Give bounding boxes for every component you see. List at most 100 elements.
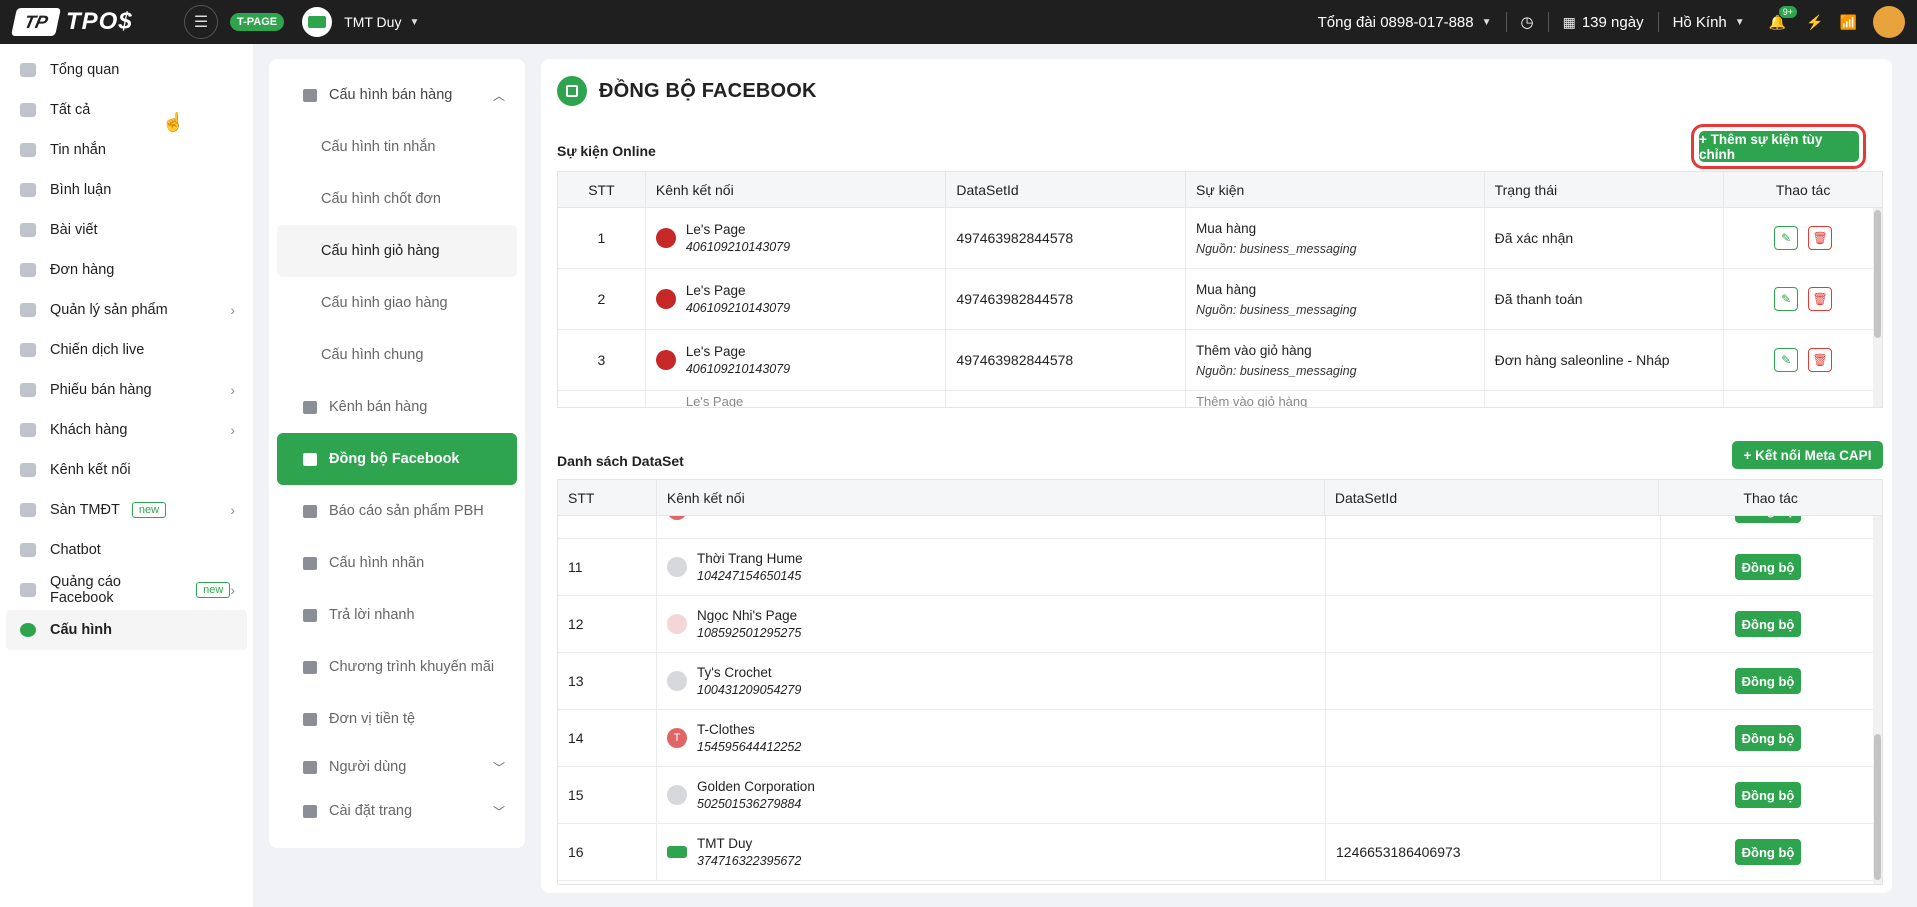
subnav-item-sales-channels[interactable]: Kênh bán hàng <box>277 381 517 433</box>
cell-actions: Đồng bộ <box>1661 710 1875 766</box>
sidebar-item-sales-slips[interactable]: Phiếu bán hàng › <box>6 370 247 410</box>
tpage-badge[interactable]: T-PAGE <box>230 13 285 31</box>
page-avatar[interactable] <box>302 7 333 37</box>
channel-name: Le's Page <box>685 283 746 298</box>
sidebar-item-chatbot[interactable]: Chatbot <box>6 530 247 570</box>
page-avatar <box>667 516 687 520</box>
sync-button[interactable]: Đồng bộ <box>1735 839 1801 865</box>
sync-button[interactable]: Đồng bộ <box>1735 668 1801 694</box>
cell-status <box>1485 391 1725 407</box>
subnav-item-general-config[interactable]: Cấu hình chung <box>277 329 517 381</box>
sync-button[interactable]: Đồng bộ <box>1735 725 1801 751</box>
sidebar-item-comments[interactable]: Bình luận <box>6 170 247 210</box>
trash-icon[interactable]: 🗑 <box>1808 226 1833 250</box>
trash-icon[interactable]: 🗑 <box>1808 287 1833 311</box>
sidebar-item-orders[interactable]: Đơn hàng <box>6 250 247 290</box>
cell-channel: Golden Corporation 502501536279884 <box>657 767 1326 823</box>
channel-name: Le's Page <box>685 344 746 359</box>
sidebar-item-ecommerce[interactable]: Sàn TMĐT new › <box>6 490 247 530</box>
subnav-item-promotions[interactable]: Chương trình khuyến mãi <box>277 641 517 693</box>
dataset-table: STT Kênh kết nối DataSetId Thao tác 10 2… <box>557 479 1883 885</box>
cell-stt: 14 <box>558 710 657 766</box>
sync-button[interactable]: Đồng bộ <box>1735 782 1801 808</box>
dataset-rows: 10 2100013776709344 Đồng bộ 11 Thời Tran… <box>558 516 1875 881</box>
sidebar-item-products[interactable]: Quản lý sản phẩm › <box>6 290 247 330</box>
channel-id: 154595644412252 <box>697 740 802 754</box>
subnav-label: Trả lời nhanh <box>329 607 415 623</box>
chevron-down-icon[interactable]: ▼ <box>409 16 420 28</box>
subnav-item-cart-config[interactable]: Cấu hình giỏ hàng <box>277 225 517 277</box>
cell-dataset <box>1326 516 1661 538</box>
sidebar-item-live-campaign[interactable]: Chiến dịch live <box>6 330 247 370</box>
lightning-icon[interactable]: ⚡ <box>1806 13 1824 30</box>
sidebar-item-overview[interactable]: Tổng quan <box>6 50 247 90</box>
logo[interactable]: TP TPO$ <box>11 8 164 36</box>
edit-icon[interactable]: ✎ <box>1774 226 1799 250</box>
subnav-item-order-close-config[interactable]: Cấu hình chốt đơn <box>277 173 517 225</box>
events-scrollbar[interactable] <box>1873 208 1882 407</box>
clock-icon: ◷ <box>1520 14 1534 31</box>
hotline[interactable]: Tổng đài 0898-017-888 ▼ <box>1304 12 1507 32</box>
sync-button[interactable]: Đồng bộ <box>1735 611 1801 637</box>
page-avatar: T <box>667 728 687 748</box>
cell-dataset <box>1326 767 1661 823</box>
menu-toggle-button[interactable]: ☰ <box>184 5 218 39</box>
connect-meta-capi-button[interactable]: + Kết nối Meta CAPI <box>1732 441 1883 469</box>
page-selector[interactable]: TMT Duy <box>344 14 402 30</box>
subnav-group-page-settings[interactable]: Cài đặt trang ﹀ <box>277 789 517 833</box>
sync-button[interactable]: Đồng bộ <box>1735 554 1801 580</box>
subnav-item-product-report[interactable]: Báo cáo sản phẩm PBH <box>277 485 517 537</box>
subnav-group-users[interactable]: Người dùng ﹀ <box>277 745 517 789</box>
calendar-icon: ▦ <box>1562 13 1576 30</box>
sidebar-item-channels[interactable]: Kênh kết nối <box>6 450 247 490</box>
days-left-text: 139 ngày <box>1581 13 1644 31</box>
subnav-label: Đơn vị tiền tệ <box>329 711 416 727</box>
add-custom-event-button[interactable]: + Thêm sự kiện tùy chỉnh <box>1699 131 1859 162</box>
cell-dataset: 497463982844578 <box>946 208 1187 268</box>
col-actions: Thao tác <box>1775 181 1831 198</box>
subnav-label: Kênh bán hàng <box>329 399 428 415</box>
user-menu[interactable]: Hồ Kính ▼ <box>1659 12 1759 32</box>
subnav-item-message-config[interactable]: Cấu hình tin nhắn <box>277 121 517 173</box>
channel-name: Ty's Crochet <box>697 665 772 680</box>
chart-icon <box>303 504 317 518</box>
channel-id: 406109210143079 <box>685 240 791 254</box>
avatar[interactable] <box>1873 6 1905 38</box>
sidebar-item-customers[interactable]: Khách hàng › <box>6 410 247 450</box>
events-table: STT Kênh kết nối DataSetId Sự kiện Trạng… <box>557 171 1883 408</box>
sidebar-item-settings[interactable]: Cấu hình <box>6 610 247 650</box>
subnav-label: Chương trình khuyến mãi <box>329 659 495 675</box>
subnav-group-sales[interactable]: Cấu hình bán hàng ︿ <box>277 69 517 121</box>
sync-button[interactable]: Đồng bộ <box>1735 516 1801 523</box>
notification-button[interactable]: 🔔 9+ <box>1759 5 1797 31</box>
subnav-item-quick-reply[interactable]: Trả lời nhanh <box>277 589 517 641</box>
sidebar-item-facebook-ads[interactable]: Quảng cáo Facebook new › <box>6 570 247 610</box>
scroll-thumb[interactable] <box>1874 734 1881 880</box>
cell-event: Mua hàng Nguồn: business_messaging <box>1186 269 1485 329</box>
sidebar-item-posts[interactable]: Bài viết <box>6 210 247 250</box>
col-channel: Kênh kết nối <box>646 172 947 208</box>
dataset-scrollbar[interactable] <box>1873 516 1882 884</box>
home-icon <box>20 63 36 77</box>
history-button[interactable]: ◷ <box>1507 12 1549 32</box>
scroll-thumb[interactable] <box>1874 210 1881 338</box>
sidebar-item-all[interactable]: Tất cả <box>6 90 247 130</box>
event-name: Mua hàng <box>1196 281 1257 297</box>
logo-mark: TP <box>11 8 61 36</box>
edit-icon[interactable]: ✎ <box>1774 287 1799 311</box>
highlight-annotation <box>1691 124 1866 169</box>
channel-id: 502501536279884 <box>697 797 802 811</box>
page-avatar <box>655 289 676 309</box>
subnav-item-delivery-config[interactable]: Cấu hình giao hàng <box>277 277 517 329</box>
chat-icon <box>303 608 317 622</box>
table-row: 3 Le's Page 406109210143079 4974639828445… <box>558 330 1882 391</box>
sidebar-item-messages[interactable]: Tin nhắn <box>6 130 247 170</box>
subnav-item-currency[interactable]: Đơn vị tiền tệ <box>277 693 517 745</box>
edit-icon[interactable]: ✎ <box>1774 348 1799 372</box>
meta-icon <box>20 583 36 597</box>
trash-icon[interactable]: 🗑 <box>1808 348 1833 372</box>
cell-stt: 12 <box>558 596 657 652</box>
subnav-item-facebook-sync[interactable]: Đồng bộ Facebook <box>277 433 517 485</box>
days-left[interactable]: ▦ 139 ngày <box>1549 12 1659 32</box>
subnav-item-tag-config[interactable]: Cấu hình nhãn <box>277 537 517 589</box>
